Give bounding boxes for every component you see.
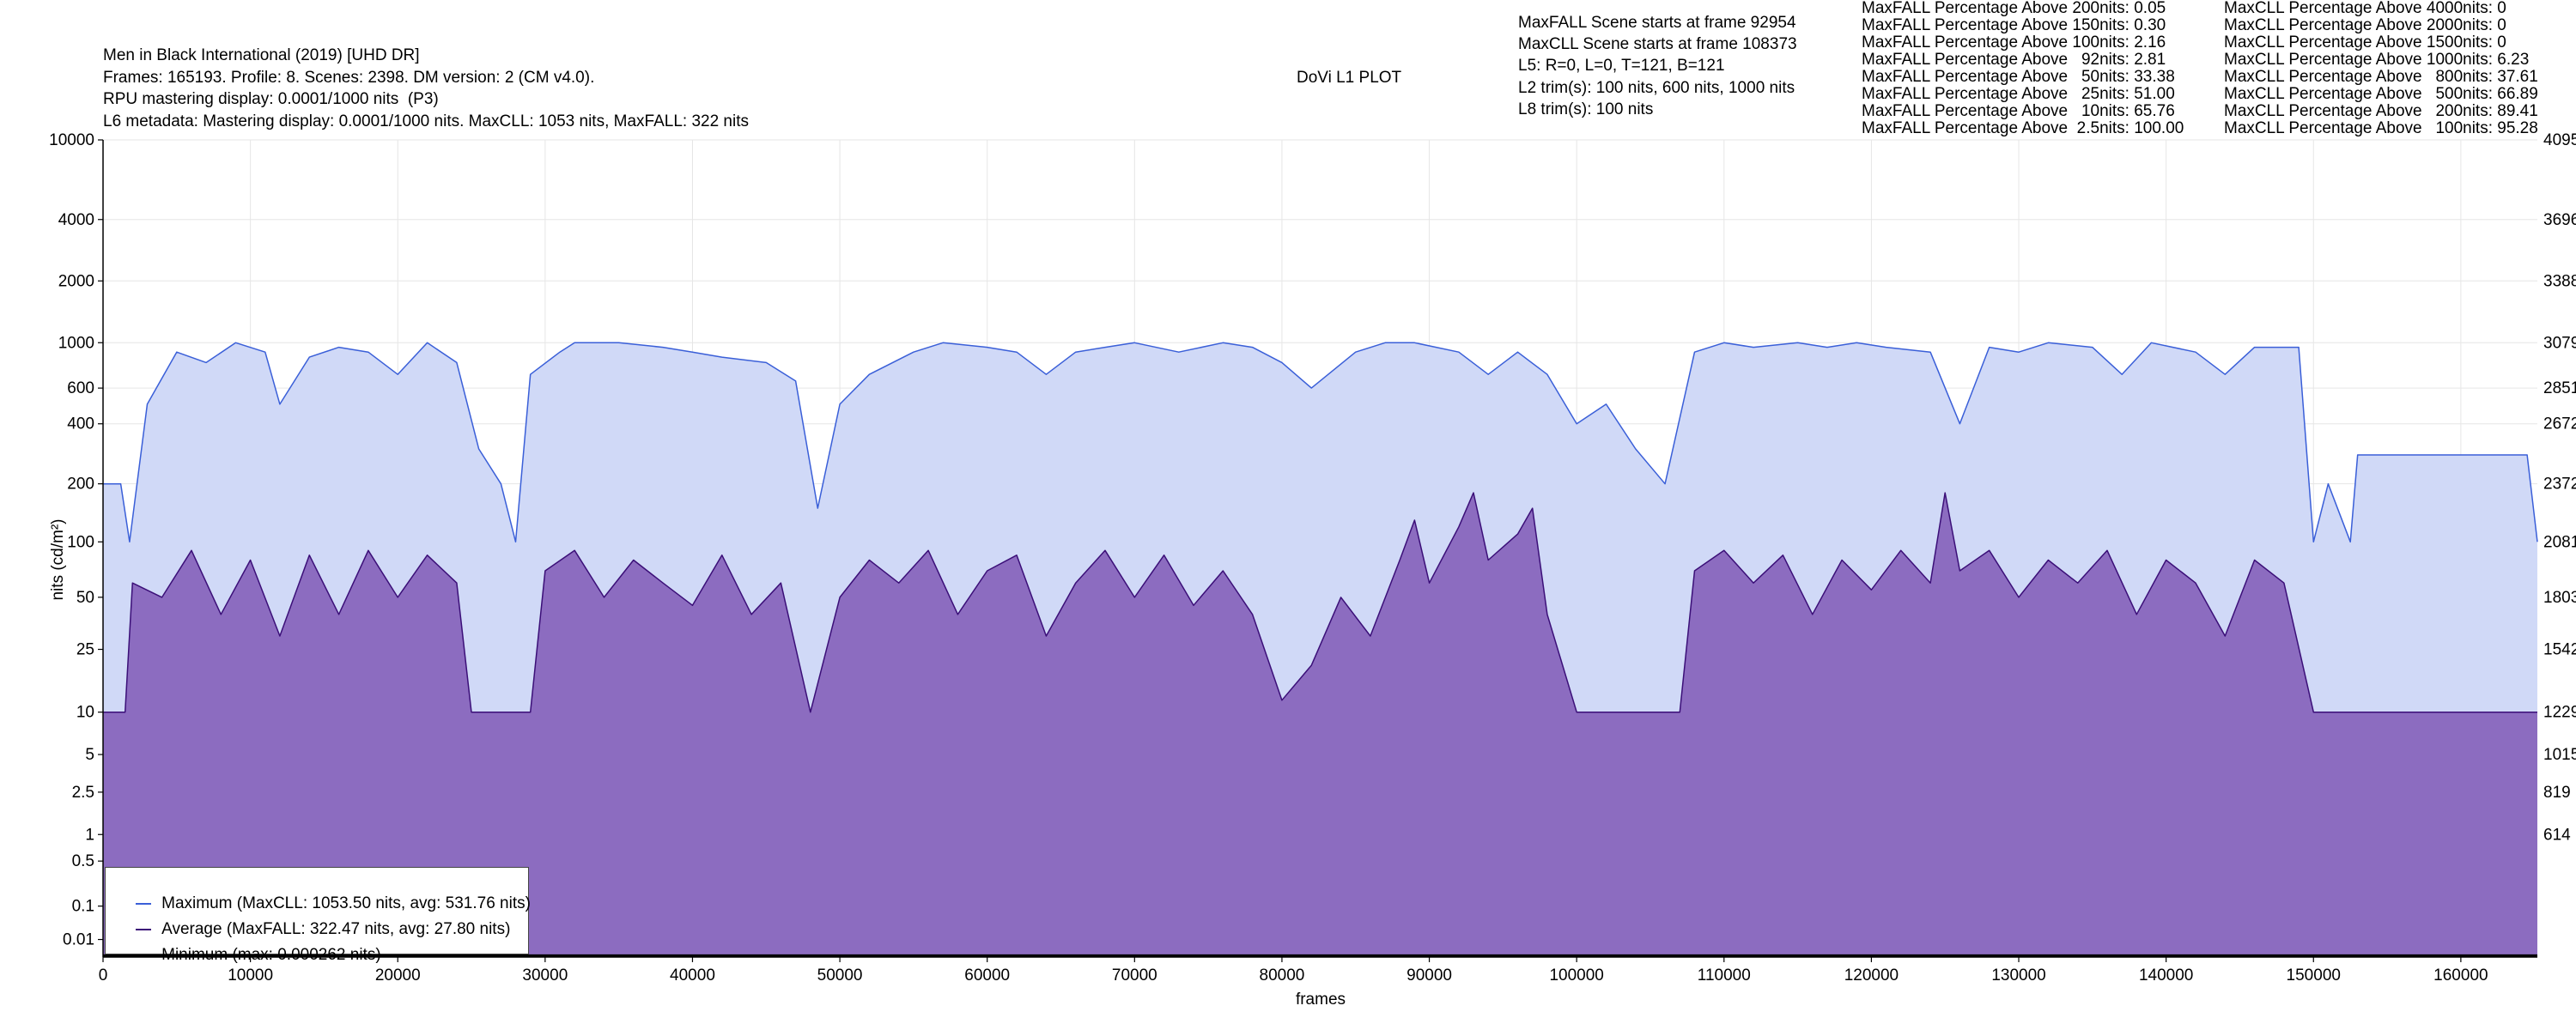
right-tick-label: 3388	[2543, 272, 2576, 290]
y-tick-label: 1	[85, 826, 94, 844]
y-tick-labels: 0.01 0.1 0.5 1 2.5 5 10 25 50 100 200 400 600 1000 200…	[49, 131, 94, 949]
x-tick-label: 130000	[1991, 966, 2045, 985]
x-tick-label: 40000	[670, 966, 715, 985]
right-tick-label: 3079	[2543, 334, 2576, 352]
maxcll-stat: MaxCLL Percentage Above 500nits: 66.89	[2224, 85, 2538, 103]
legend-swatch-average	[136, 928, 152, 930]
axes	[98, 139, 2537, 962]
right-tick-label: 2672	[2543, 415, 2576, 433]
maxcll-scene-info: MaxCLL Scene starts at frame 108373	[1518, 35, 1797, 53]
l2-info: L2 trim(s): 100 nits, 600 nits, 1000 nit…	[1518, 79, 1795, 97]
legend-swatch-maximum	[136, 902, 152, 905]
header-frames-info: Frames: 165193. Profile: 8. Scenes: 2398…	[103, 69, 595, 87]
legend-label-maximum: Maximum (MaxCLL: 1053.50 nits, avg: 531.…	[161, 894, 531, 912]
maxfall-stat: MaxFALL Percentage Above 150nits: 0.30	[1862, 16, 2166, 34]
y-tick-label: 1000	[58, 334, 94, 352]
y-tick-label: 0.5	[72, 852, 94, 870]
y-tick-label: 4000	[58, 211, 94, 229]
right-tick-label: 4095	[2543, 131, 2576, 149]
maxcll-stat: MaxCLL Percentage Above 2000nits: 0	[2224, 16, 2506, 34]
maxcll-stat: MaxCLL Percentage Above 1500nits: 0	[2224, 33, 2506, 52]
y-tick-label: 2000	[58, 272, 94, 290]
series-average-area	[103, 493, 2537, 957]
x-tick-labels: 0 10000 20000 30000 40000 50000 60000 70000 8000…	[99, 966, 2488, 985]
x-tick-label: 50000	[817, 966, 863, 985]
right-tick-label: 1803	[2543, 589, 2576, 607]
y-axis-label: nits (cd/m²)	[49, 519, 67, 601]
x-tick-label: 30000	[522, 966, 568, 985]
maxcll-stat: MaxCLL Percentage Above 4000nits: 0	[2224, 0, 2506, 17]
legend-item-minimum: Minimum (max: 0.000262 nits)	[118, 924, 381, 986]
x-tick-label: 80000	[1260, 966, 1305, 985]
legend-swatch-minimum	[136, 954, 152, 956]
x-tick-label: 0	[99, 966, 108, 985]
legend-label-minimum: Minimum (max: 0.000262 nits)	[161, 946, 381, 964]
y-tick-label: 0.1	[72, 898, 94, 916]
x-tick-label: 100000	[1549, 966, 1603, 985]
right-tick-label: 1542	[2543, 641, 2576, 659]
x-axis-label: frames	[1296, 991, 1346, 1009]
header-l6-info: L6 metadata: Mastering display: 0.0001/1…	[103, 112, 749, 130]
right-tick-label: 2081	[2543, 533, 2576, 551]
maxfall-stat: MaxFALL Percentage Above 100nits: 2.16	[1862, 33, 2166, 52]
legend: Maximum (MaxCLL: 1053.50 nits, avg: 531.…	[105, 867, 531, 964]
maxcll-stat: MaxCLL Percentage Above 100nits: 95.28	[2224, 119, 2538, 137]
maxcll-stat: MaxCLL Percentage Above 1000nits: 6.23	[2224, 51, 2530, 69]
x-tick-label: 20000	[375, 966, 421, 985]
series-areas	[103, 342, 2538, 957]
y-tick-label: 0.01	[63, 931, 94, 949]
y-tick-label: 50	[76, 589, 94, 607]
x-tick-label: 140000	[2139, 966, 2193, 985]
y-tick-label: 10	[76, 704, 94, 722]
y-tick-label: 400	[67, 415, 94, 433]
y-tick-label: 200	[67, 476, 94, 494]
right-tick-label: 1229	[2543, 704, 2576, 722]
header-rpu-info: RPU mastering display: 0.0001/1000 nits …	[103, 90, 439, 108]
x-tick-label: 90000	[1406, 966, 1452, 985]
maxfall-stat: MaxFALL Percentage Above 2.5nits: 100.00	[1862, 119, 2184, 137]
series-maximum-line	[103, 342, 2538, 543]
legend-label-average: Average (MaxFALL: 322.47 nits, avg: 27.8…	[161, 920, 511, 938]
maxcll-stat: MaxCLL Percentage Above 800nits: 37.61	[2224, 68, 2538, 86]
x-tick-label: 70000	[1112, 966, 1157, 985]
plot-name: DoVi L1 PLOT	[1297, 69, 1402, 87]
maxfall-stat: MaxFALL Percentage Above 200nits: 0.05	[1862, 0, 2166, 17]
maxcll-stat: MaxCLL Percentage Above 200nits: 89.41	[2224, 102, 2538, 120]
y-tick-label: 25	[76, 641, 94, 659]
maxfall-stat: MaxFALL Percentage Above 50nits: 33.38	[1862, 68, 2175, 86]
chart-title: Men in Black International (2019) [UHD D…	[103, 46, 420, 64]
right-tick-label: 3696	[2543, 211, 2576, 229]
legend-item-maximum: Maximum (MaxCLL: 1053.50 nits, avg: 531.…	[118, 873, 531, 935]
x-tick-label: 60000	[964, 966, 1010, 985]
x-tick-label: 10000	[228, 966, 273, 985]
right-tick-label: 614	[2543, 826, 2571, 844]
right-tick-labels: 4095 3696 3388 3079 2851 2672 2372 2081 1803 1542…	[2543, 131, 2576, 844]
maxfall-stat: MaxFALL Percentage Above 25nits: 51.00	[1862, 85, 2175, 103]
y-tick-label: 5	[85, 746, 94, 764]
l5-info: L5: R=0, L=0, T=121, B=121	[1518, 57, 1725, 75]
y-tick-label: 100	[67, 533, 94, 551]
right-tick-label: 2851	[2543, 379, 2576, 397]
x-tick-label: 160000	[2433, 966, 2488, 985]
legend-item-average: Average (MaxFALL: 322.47 nits, avg: 27.8…	[118, 899, 510, 960]
right-tick-label: 1015	[2543, 746, 2576, 764]
series-average-line	[103, 492, 2537, 713]
x-tick-label: 120000	[1844, 966, 1899, 985]
l8-info: L8 trim(s): 100 nits	[1518, 100, 1654, 118]
maxfall-scene-info: MaxFALL Scene starts at frame 92954	[1518, 14, 1796, 32]
right-tick-label: 819	[2543, 784, 2571, 802]
y-tick-label: 600	[67, 379, 94, 397]
x-tick-label: 150000	[2287, 966, 2341, 985]
maxfall-stat: MaxFALL Percentage Above 92nits: 2.81	[1862, 51, 2166, 69]
right-tick-label: 2372	[2543, 476, 2576, 494]
y-tick-label: 10000	[49, 131, 94, 149]
maxfall-stat: MaxFALL Percentage Above 10nits: 65.76	[1862, 102, 2175, 120]
x-tick-label: 110000	[1698, 966, 1751, 985]
y-tick-label: 2.5	[72, 784, 94, 802]
